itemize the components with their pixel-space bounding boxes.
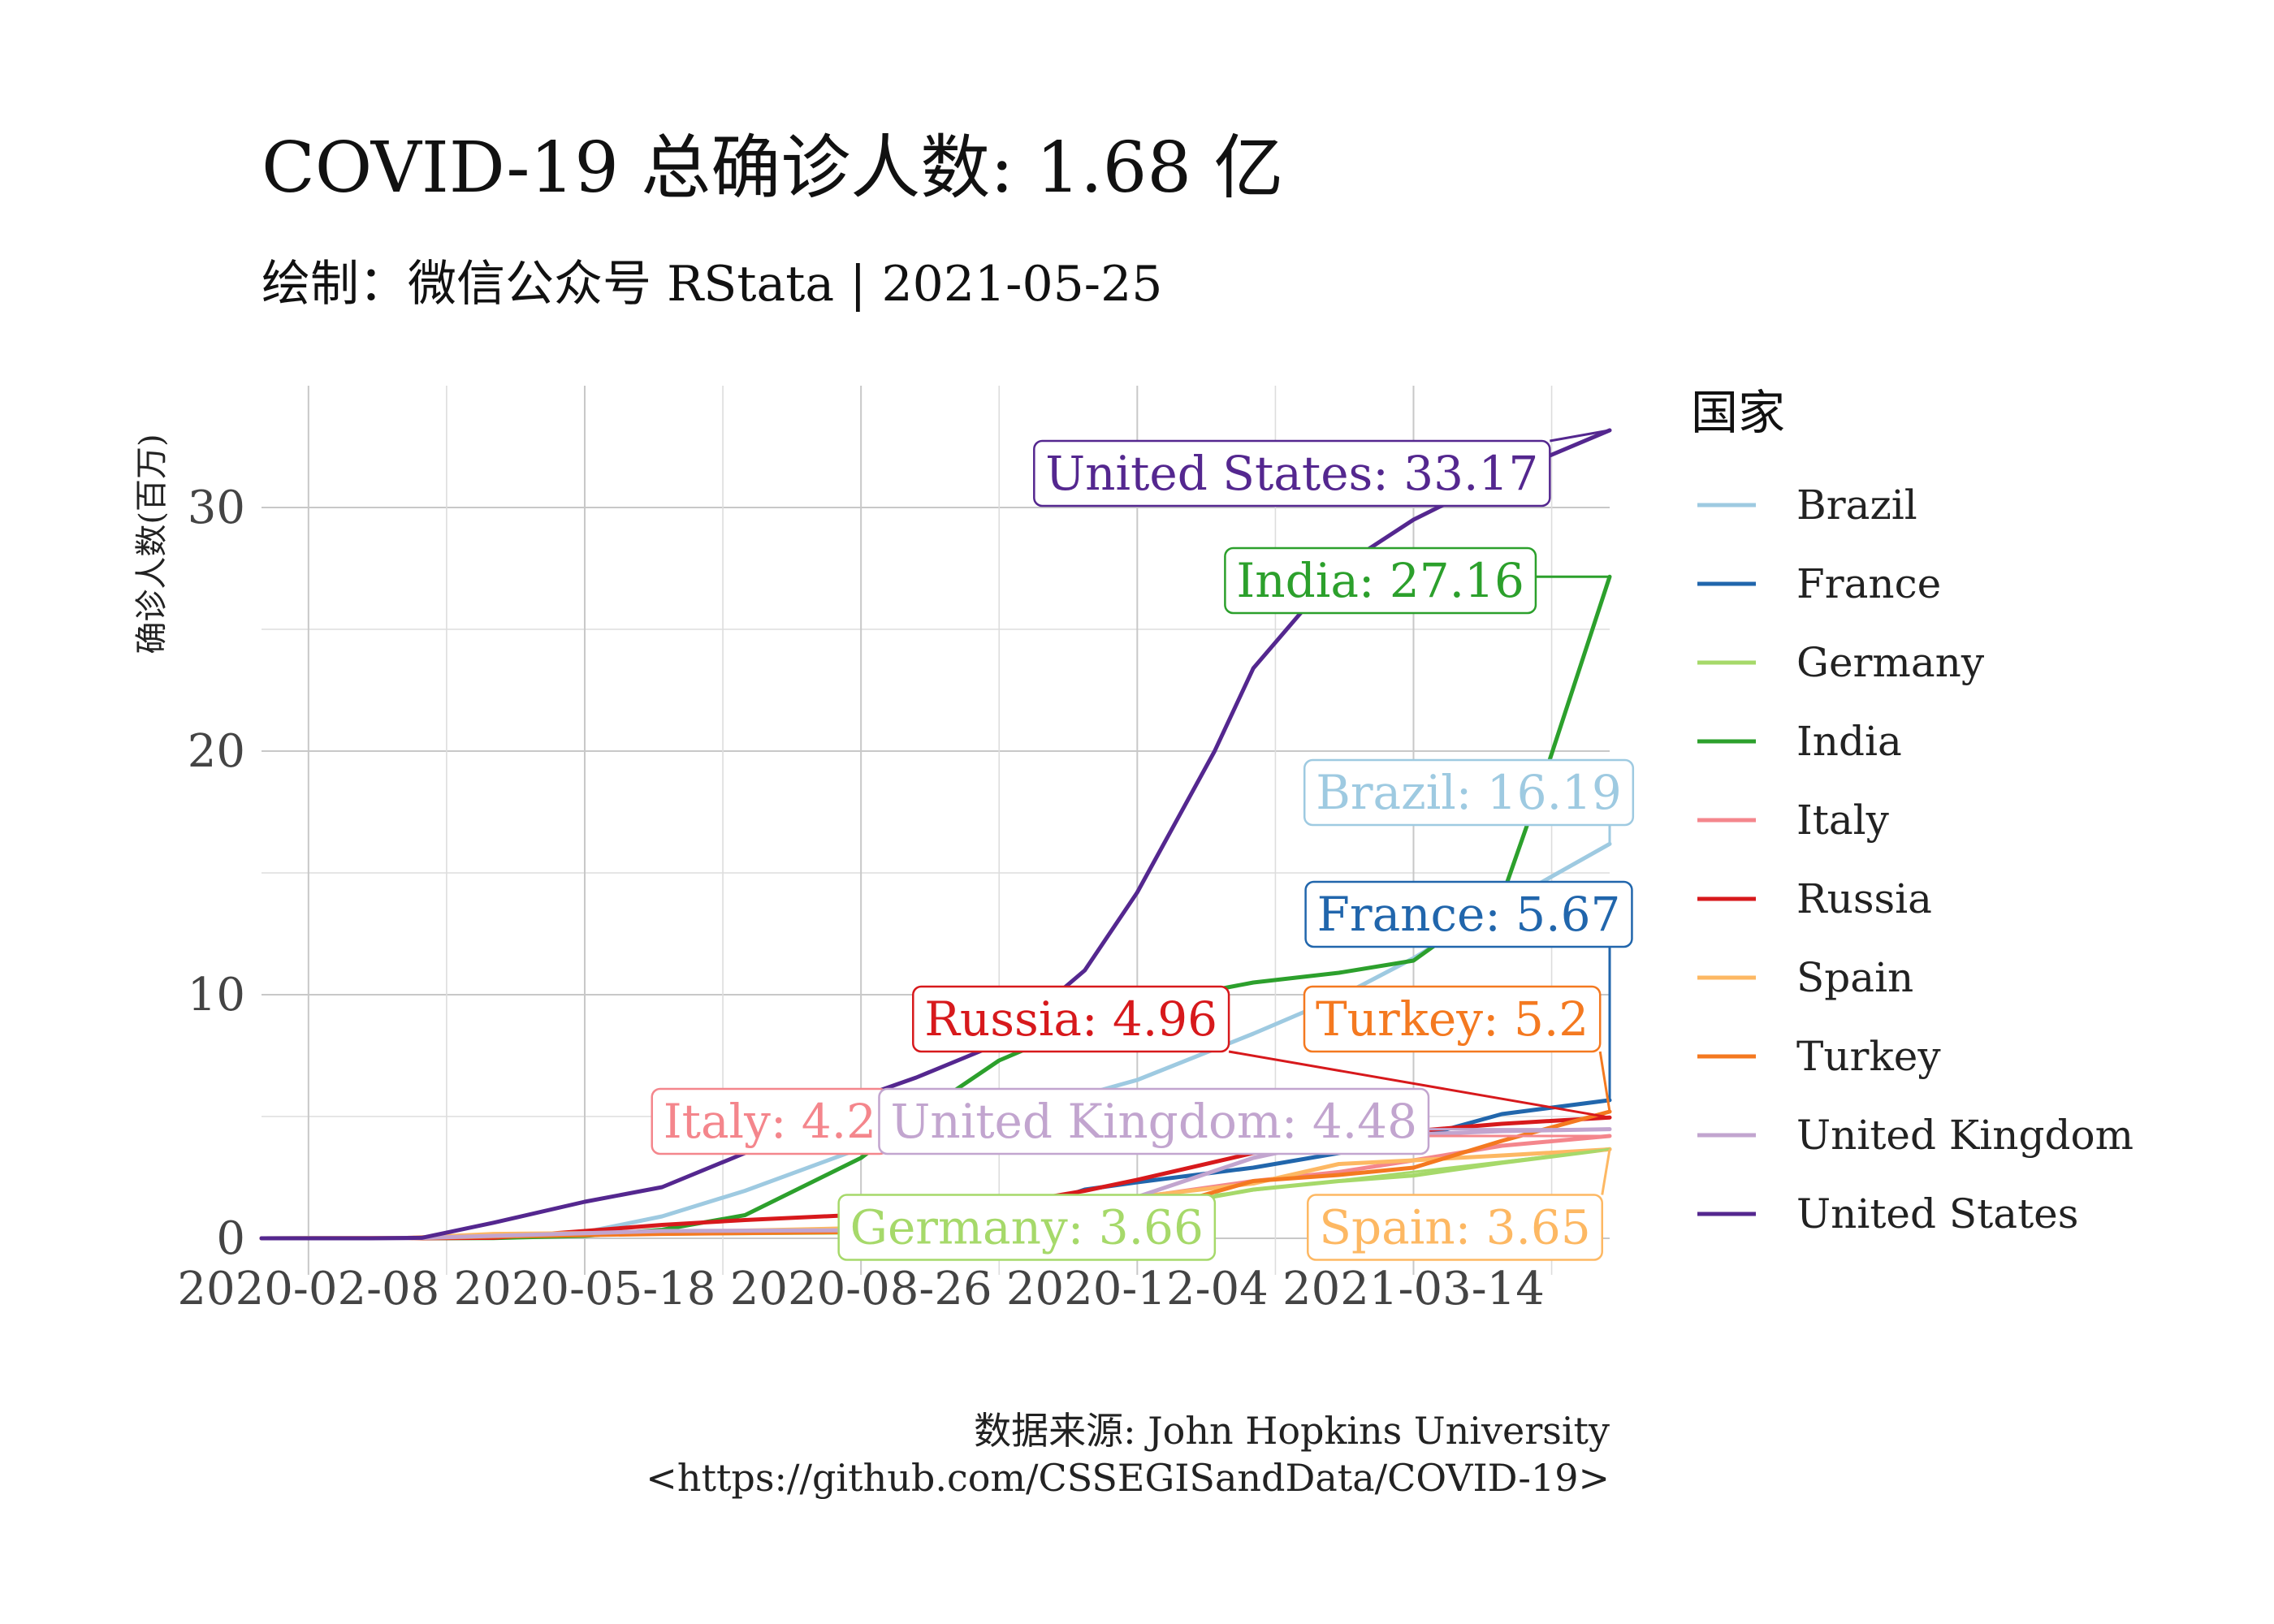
end-label-spain: Spain: 3.65 <box>1307 1149 1611 1261</box>
legend-item-germany: Germany <box>1697 639 1985 686</box>
legend-label: Italy <box>1796 797 1890 844</box>
caption-url: <https://github.com/CSSEGISandData/COVID… <box>646 1456 1610 1500</box>
x-tick-label: 2020-08-26 <box>730 1263 992 1315</box>
end-label-connector <box>1214 1147 1610 1196</box>
end-label-box <box>1303 758 1635 827</box>
legend-label: India <box>1796 718 1902 765</box>
legend-item-italy: Italy <box>1697 797 1890 844</box>
end-label-italy: Italy: 4.2 <box>651 1087 1610 1155</box>
legend-item-united-kingdom: United Kingdom <box>1697 1112 2133 1159</box>
y-axis-label: 确诊人数(百万) <box>133 434 171 654</box>
x-axis-ticks: 2020-02-08 2020-05-18 2020-08-26 2020-12-04… <box>177 1263 1545 1315</box>
legend-item-turkey: Turkey <box>1697 1033 1941 1080</box>
legend-label: United Kingdom <box>1796 1112 2133 1159</box>
end-label-text: Russia: 4.96 <box>924 991 1217 1047</box>
legend: Brazil France Germany India Italy Russia Spain… <box>1697 482 2133 1237</box>
end-label-text: Germany: 3.66 <box>850 1200 1204 1255</box>
end-label-box <box>837 1194 1217 1261</box>
end-label-box <box>1307 1194 1603 1261</box>
x-tick-label: 2020-12-04 <box>1006 1263 1269 1315</box>
end-label-box <box>1304 880 1633 948</box>
end-label-box <box>1033 439 1551 508</box>
legend-label: United States <box>1796 1190 2078 1237</box>
end-label-text: United Kingdom: 4.48 <box>890 1094 1417 1149</box>
legend-label: Spain <box>1796 954 1913 1001</box>
end-label-germany: Germany: 3.66 <box>837 1147 1610 1261</box>
end-label-text: United States: 33.17 <box>1045 446 1538 501</box>
legend-item-india: India <box>1697 718 1902 765</box>
end-label-text: India: 27.16 <box>1236 553 1524 608</box>
x-tick-label: 2020-02-08 <box>177 1263 439 1315</box>
end-label-box <box>1224 546 1537 615</box>
end-label-box <box>878 1087 1430 1155</box>
x-tick-label: 2020-05-18 <box>454 1263 716 1315</box>
caption-source: 数据来源: John Hopkins University <box>974 1409 1610 1453</box>
end-label-india: India: 27.16 <box>1224 546 1610 615</box>
legend-item-russia: Russia <box>1697 875 1932 922</box>
end-label-connector <box>1601 1149 1611 1195</box>
legend-label: Turkey <box>1796 1033 1941 1080</box>
end-label-text: Spain: 3.65 <box>1319 1200 1590 1255</box>
end-label-russia: Russia: 4.96 <box>912 985 1610 1119</box>
y-tick-label: 0 <box>216 1212 245 1265</box>
legend-item-united-states: United States <box>1697 1190 2078 1237</box>
y-tick-label: 20 <box>188 725 245 778</box>
legend-label: Russia <box>1796 875 1932 922</box>
end-label-united-states: United States: 33.17 <box>1033 429 1610 508</box>
y-tick-label: 10 <box>188 969 245 1021</box>
end-labels: United States: 33.17 India: 27.16 Brazil: … <box>651 429 1635 1261</box>
legend-label: Germany <box>1796 639 1985 686</box>
y-axis-ticks: 0 10 20 30 <box>188 482 245 1265</box>
end-label-text: France: 5.67 <box>1317 887 1621 942</box>
end-label-connector <box>1598 1051 1611 1112</box>
legend-item-spain: Spain <box>1697 954 1913 1001</box>
chart-title: COVID-19 总确诊人数: 1.68 亿 <box>262 127 1283 209</box>
end-label-text: Brazil: 16.19 <box>1316 765 1622 820</box>
end-label-text: Italy: 4.2 <box>664 1094 876 1149</box>
end-label-connector <box>1550 429 1610 443</box>
legend-item-brazil: Brazil <box>1697 482 1917 529</box>
end-label-connector <box>1228 1050 1610 1119</box>
legend-title: 国家 <box>1691 385 1785 440</box>
end-label-box <box>1303 985 1602 1053</box>
end-label-box <box>912 985 1230 1053</box>
y-tick-label: 30 <box>188 482 245 534</box>
chart-subtitle: 绘制：微信公众号 RStata | 2021-05-25 <box>262 256 1162 313</box>
legend-item-france: France <box>1697 560 1941 607</box>
x-tick-label: 2021-03-14 <box>1282 1263 1545 1315</box>
end-label-turkey: Turkey: 5.2 <box>1303 985 1611 1112</box>
legend-label: Brazil <box>1796 482 1917 529</box>
end-label-brazil: Brazil: 16.19 <box>1303 758 1635 844</box>
end-label-united-kingdom: United Kingdom: 4.48 <box>878 1087 1610 1155</box>
legend-label: France <box>1796 560 1941 607</box>
end-label-text: Turkey: 5.2 <box>1316 991 1589 1047</box>
end-label-france: France: 5.67 <box>1304 880 1633 1100</box>
